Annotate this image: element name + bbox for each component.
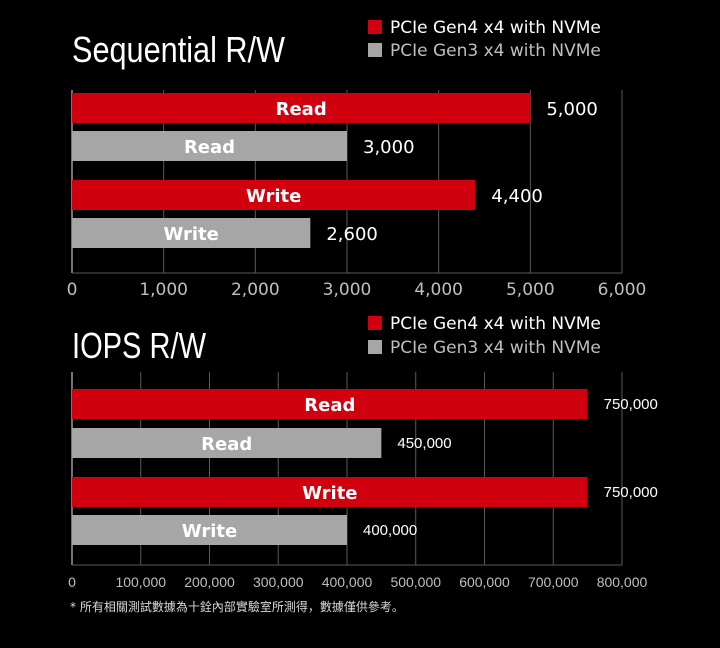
- x-tick-label: 400,000: [322, 574, 373, 590]
- chart-title: Sequential R/W: [72, 29, 285, 70]
- x-tick-label: 300,000: [253, 574, 304, 590]
- legend-label-gen3: PCIe Gen3 x4 with NVMe: [390, 338, 601, 358]
- bar-gen3-write: [72, 218, 311, 248]
- bar-gen4-write: [72, 180, 476, 210]
- legend-swatch-gen4: [368, 316, 382, 330]
- bar-gen3-write: [72, 515, 347, 545]
- bar-category-label: Read: [304, 395, 355, 416]
- x-tick-label: 700,000: [528, 574, 579, 590]
- bar-category-label: Write: [182, 521, 237, 542]
- bar-gen3-read: [72, 428, 382, 458]
- bar-category-label: Write: [163, 224, 218, 245]
- bar-value-label: 5,000: [546, 99, 598, 120]
- x-tick-label: 100,000: [115, 574, 166, 590]
- legend-swatch-gen3: [368, 340, 382, 354]
- x-tick-label: 0: [68, 574, 76, 590]
- x-tick-label: 0: [67, 280, 78, 300]
- x-tick-label: 2,000: [231, 280, 280, 300]
- bar-category-label: Read: [201, 434, 252, 455]
- bar-value-label: 450,000: [397, 435, 451, 452]
- bar-gen4-read: [72, 93, 531, 123]
- x-tick-label: 3,000: [323, 280, 372, 300]
- bar-category-label: Write: [302, 483, 357, 504]
- x-tick-label: 600,000: [459, 574, 510, 590]
- x-tick-label: 500,000: [390, 574, 441, 590]
- chart-title: IOPS R/W: [72, 325, 206, 366]
- bar-value-label: 4,400: [491, 186, 543, 207]
- legend-swatch-gen4: [368, 20, 382, 34]
- legend-label-gen4: PCIe Gen4 x4 with NVMe: [390, 314, 601, 334]
- x-tick-label: 4,000: [414, 280, 463, 300]
- footnote: * 所有相關測試數據為十銓內部實驗室所測得，數據僅供參考。: [70, 600, 404, 614]
- legend-label-gen4: PCIe Gen4 x4 with NVMe: [390, 18, 601, 38]
- bar-category-label: Read: [184, 137, 235, 158]
- bar-category-label: Read: [276, 99, 327, 120]
- bar-value-label: 750,000: [604, 484, 658, 501]
- legend-label-gen3: PCIe Gen3 x4 with NVMe: [390, 41, 601, 61]
- bar-value-label: 400,000: [363, 522, 417, 539]
- x-tick-label: 6,000: [598, 280, 647, 300]
- x-tick-label: 5,000: [506, 280, 555, 300]
- bar-gen4-read: [72, 389, 588, 419]
- bar-value-label: 3,000: [363, 137, 415, 158]
- legend-swatch-gen3: [368, 43, 382, 57]
- bar-value-label: 750,000: [604, 396, 658, 413]
- bar-gen4-write: [72, 477, 588, 507]
- bar-gen3-read: [72, 131, 347, 161]
- x-tick-label: 1,000: [139, 280, 188, 300]
- bar-category-label: Write: [246, 186, 301, 207]
- bar-value-label: 2,600: [326, 224, 378, 245]
- x-tick-label: 800,000: [597, 574, 648, 590]
- x-tick-label: 200,000: [184, 574, 235, 590]
